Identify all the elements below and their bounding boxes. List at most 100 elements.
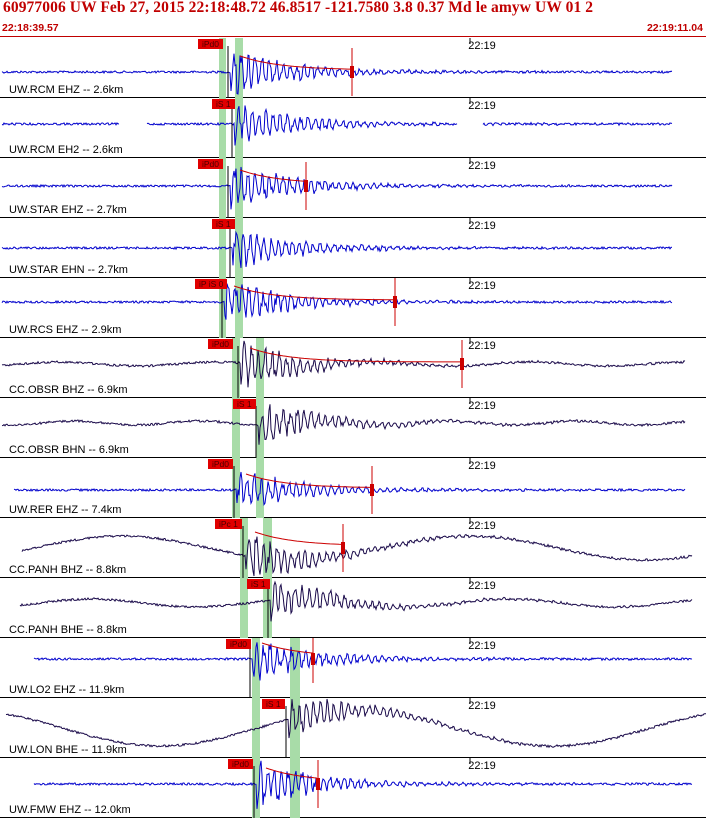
waveform-trace xyxy=(1,53,673,95)
pick-window xyxy=(219,218,226,278)
waveform-trace xyxy=(13,471,686,506)
waveform-trace xyxy=(33,642,693,681)
coda-fit-curve xyxy=(261,642,314,654)
coda-fit-curve xyxy=(245,473,372,488)
station-label: UW.STAR EHZ -- 2.7km xyxy=(9,204,127,216)
pick-window xyxy=(263,518,272,578)
waveform xyxy=(33,638,693,698)
event-title: 60977006 UW Feb 27, 2015 22:18:48.72 46.… xyxy=(3,0,594,16)
pick-window xyxy=(219,98,226,158)
coda-end-box xyxy=(341,542,345,554)
time-tick-label: 22:19 xyxy=(468,760,496,772)
trace-panel[interactable]: iPd0 22:19 UW.FMW EHZ -- 12.0km xyxy=(0,758,706,818)
waveform-trace xyxy=(33,760,693,809)
waveform-trace xyxy=(1,283,673,320)
trace-panel[interactable]: iPd0 22:19 CC.OBSR BHZ -- 6.9km xyxy=(0,338,706,398)
pick-flag[interactable]: iPd0 xyxy=(208,339,234,349)
time-tick-label: 22:19 xyxy=(468,40,496,52)
coda-end-box xyxy=(350,66,354,78)
time-tick-label: 22:19 xyxy=(468,580,496,592)
waveform-trace xyxy=(1,404,686,445)
time-tick-label: 22:19 xyxy=(468,520,496,532)
waveform xyxy=(1,158,673,218)
pick-flag[interactable]: iS 1 xyxy=(212,99,235,109)
coda-fit-curve xyxy=(249,347,460,363)
waveform-trace xyxy=(21,533,693,577)
station-label: UW.RCM EH2 -- 2.6km xyxy=(9,144,123,156)
waveform-trace xyxy=(19,580,693,622)
station-label: UW.LON BHE -- 11.9km xyxy=(9,744,127,756)
time-tick-label: 22:19 xyxy=(468,460,496,472)
coda-fit-curve xyxy=(239,169,307,182)
pick-flag[interactable]: iS 1 xyxy=(212,219,235,229)
trace-panel[interactable]: iS 1 22:19 UW.RCM EH2 -- 2.6km xyxy=(0,98,706,158)
coda-end-box xyxy=(393,296,397,308)
time-tick-label: 22:19 xyxy=(468,220,496,232)
pick-flag[interactable]: iS 1 xyxy=(262,699,285,709)
waveform xyxy=(1,398,686,458)
waveform xyxy=(21,518,693,578)
station-label: UW.RER EHZ -- 7.4km xyxy=(9,504,122,516)
trace-panel[interactable]: iS 1 22:19 CC.PANH BHE -- 8.8km xyxy=(0,578,706,638)
seismogram-panels[interactable]: iPd0 22:19 UW.RCM EHZ -- 2.6km iS 1 22:1… xyxy=(0,38,706,818)
time-tick-label: 22:19 xyxy=(468,280,496,292)
station-label: UW.LO2 EHZ -- 11.9km xyxy=(9,684,125,696)
waveform xyxy=(5,698,706,758)
trace-panel[interactable]: iS 1 22:19 CC.OBSR BHN -- 6.9km xyxy=(0,398,706,458)
pick-window xyxy=(235,278,243,338)
pick-flag[interactable]: iPd0 xyxy=(208,459,234,469)
pick-window xyxy=(219,158,226,218)
station-label: UW.STAR EHN -- 2.7km xyxy=(9,264,128,276)
waveform xyxy=(1,98,673,158)
time-tick-label: 22:19 xyxy=(468,340,496,352)
pick-flag[interactable]: iS 1 xyxy=(247,579,270,589)
pick-window xyxy=(235,158,243,218)
trace-panel[interactable]: iS 1 22:19 UW.LON BHE -- 11.9km xyxy=(0,698,706,758)
pick-window xyxy=(252,638,260,698)
waveform xyxy=(1,38,673,98)
pick-window xyxy=(240,578,248,638)
pick-window xyxy=(232,338,240,398)
waveform xyxy=(19,578,693,638)
pick-window xyxy=(232,398,240,458)
time-tick-label: 22:19 xyxy=(468,700,496,712)
waveform-trace xyxy=(1,166,673,210)
station-label: UW.RCM EHZ -- 2.6km xyxy=(9,84,124,96)
coda-fit-curve xyxy=(265,767,318,779)
station-label: CC.OBSR BHN -- 6.9km xyxy=(9,444,129,456)
trace-panel[interactable]: iPc 1 22:19 CC.PANH BHZ -- 8.8km xyxy=(0,518,706,578)
waveform xyxy=(33,758,693,818)
coda-end-box xyxy=(311,653,315,665)
waveform xyxy=(13,458,686,518)
station-label: CC.PANH BHE -- 8.8km xyxy=(9,624,127,636)
coda-fit-curve xyxy=(233,285,393,301)
coda-fit-curve xyxy=(239,55,351,70)
waveform-trace xyxy=(1,105,673,146)
time-tick-label: 22:19 xyxy=(468,160,496,172)
time-tick-label: 22:19 xyxy=(468,640,496,652)
pick-flag[interactable]: iPd0 xyxy=(228,759,254,769)
pick-flag[interactable]: iPd0 xyxy=(198,159,224,169)
pick-flag[interactable]: iPd0 xyxy=(226,639,252,649)
time-tick-label: 22:19 xyxy=(468,400,496,412)
pick-flag[interactable]: iPc 1 xyxy=(215,519,242,529)
pick-flag[interactable]: iP iS 0 xyxy=(195,279,228,289)
pick-window xyxy=(232,458,240,518)
trace-panel[interactable]: iS 1 22:19 UW.STAR EHN -- 2.7km xyxy=(0,218,706,278)
coda-end-box xyxy=(460,358,464,370)
pick-window xyxy=(219,38,226,98)
station-label: CC.PANH BHZ -- 8.8km xyxy=(9,564,127,576)
trace-panel[interactable]: iPd0 22:19 UW.LO2 EHZ -- 11.9km xyxy=(0,638,706,698)
station-label: UW.FMW EHZ -- 12.0km xyxy=(9,804,131,816)
waveform-trace xyxy=(5,698,706,749)
trace-panel[interactable]: iPd0 22:19 UW.RCM EHZ -- 2.6km xyxy=(0,38,706,98)
trace-panel[interactable]: iP iS 0 22:19 UW.RCS EHZ -- 2.9km xyxy=(0,278,706,338)
coda-end-box xyxy=(316,778,320,790)
pick-flag[interactable]: iS 1 xyxy=(233,399,256,409)
trace-panel[interactable]: iPd0 22:19 UW.RER EHZ -- 7.4km xyxy=(0,458,706,518)
start-time: 22:18:39.57 xyxy=(2,22,59,34)
pick-window xyxy=(235,98,243,158)
trace-panel[interactable]: iPd0 22:19 UW.STAR EHZ -- 2.7km xyxy=(0,158,706,218)
pick-window xyxy=(240,518,248,578)
pick-flag[interactable]: iPd0 xyxy=(198,39,224,49)
